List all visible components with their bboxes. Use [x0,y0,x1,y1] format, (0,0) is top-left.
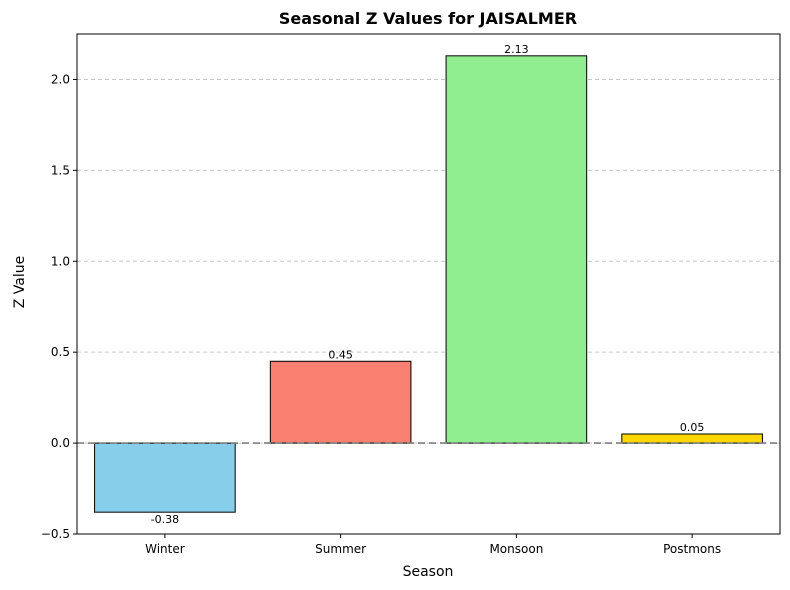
y-tick-label: 1.5 [51,163,70,177]
chart-title: Seasonal Z Values for JAISALMER [279,9,577,28]
x-tick-label: Winter [145,542,185,556]
plot-frame [76,33,781,535]
bar-monsoon [445,55,588,444]
y-tick-label: 1.0 [51,254,70,268]
x-tick-label: Postmons [663,542,721,556]
x-axis-ticks: Winter Summer Monsoon Postmons [145,534,721,556]
data-label: -0.38 [151,513,179,526]
data-label: 0.05 [680,421,705,434]
bars [94,55,763,513]
bar-postmons [621,433,763,444]
data-label: 0.45 [328,348,353,361]
x-tick-label: Summer [315,542,366,556]
bar-summer [269,360,412,444]
bar-winter [94,442,236,513]
y-tick-label: 0.0 [51,436,70,450]
y-tick-label: 0.5 [51,345,70,359]
data-labels: -0.38 0.45 2.13 0.05 [151,43,705,526]
y-axis-ticks: −0.5 0.0 0.5 1.0 1.5 2.0 [41,72,77,541]
y-axis-label: Z Value [12,256,28,309]
x-tick-label: Monsoon [489,542,543,556]
x-axis-label: Season [403,564,454,580]
y-tick-label: −0.5 [41,527,70,541]
y-tick-label: 2.0 [51,72,70,86]
data-label: 2.13 [504,43,529,56]
